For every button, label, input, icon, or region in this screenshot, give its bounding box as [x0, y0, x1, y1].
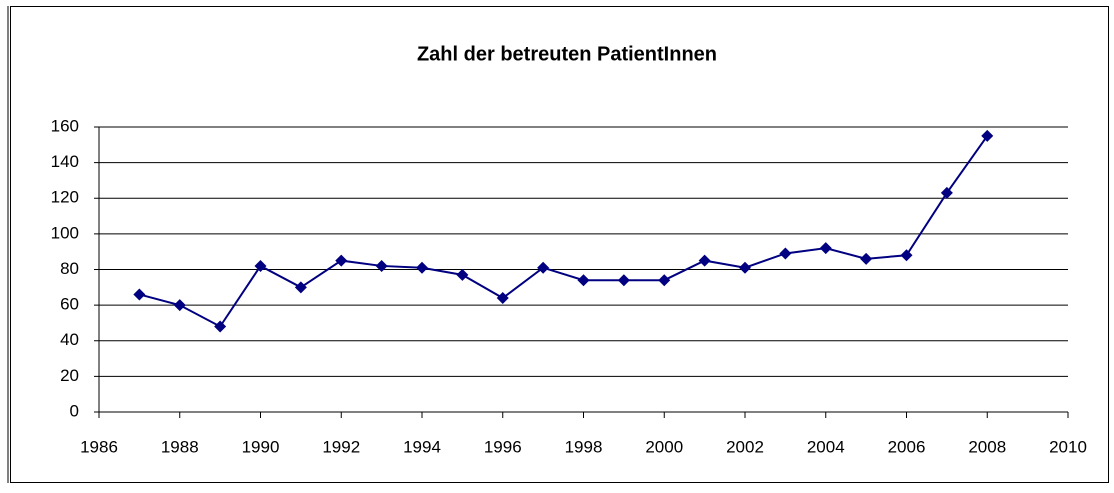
- x-tick-label: 1994: [403, 437, 441, 456]
- y-tick-label: 160: [51, 116, 79, 135]
- x-tick-label: 1992: [322, 437, 360, 456]
- data-point: [981, 129, 994, 142]
- y-tick-label: 120: [51, 188, 79, 207]
- x-tick-label: 2002: [726, 437, 764, 456]
- x-tick-label: 2006: [888, 437, 926, 456]
- y-tick-label: 20: [60, 366, 79, 385]
- data-point: [698, 254, 711, 267]
- data-point: [577, 274, 590, 287]
- x-tick-label: 1990: [242, 437, 280, 456]
- data-point: [779, 247, 792, 260]
- x-tick-label: 2008: [968, 437, 1006, 456]
- y-tick-label: 40: [60, 330, 79, 349]
- data-point: [819, 242, 832, 255]
- data-line: [139, 135, 989, 328]
- x-tick-label: 2004: [807, 437, 845, 456]
- data-point: [860, 252, 873, 265]
- data-point: [537, 261, 550, 274]
- data-point: [900, 249, 913, 262]
- chart-frame: [10, 6, 1109, 483]
- data-point: [173, 299, 186, 312]
- data-point: [335, 254, 348, 267]
- data-point: [416, 261, 428, 274]
- y-tick-label: 100: [51, 223, 79, 242]
- y-tick-label: 140: [51, 152, 79, 171]
- x-tick-label: 1988: [161, 437, 199, 456]
- data-point: [375, 259, 388, 272]
- data-point: [496, 292, 509, 304]
- x-tick-label: 1998: [565, 437, 603, 456]
- data-point: [294, 281, 307, 294]
- data-point: [739, 261, 751, 274]
- x-tick-label: 1986: [80, 437, 118, 456]
- chart-title: Zahl der betreuten PatientInnen: [417, 43, 717, 65]
- x-tick-label: 2010: [1049, 437, 1087, 456]
- data-point: [456, 268, 469, 281]
- x-tick-label: 1996: [484, 437, 522, 456]
- y-tick-label: 80: [60, 259, 79, 278]
- data-point: [214, 320, 227, 333]
- data-point: [133, 288, 146, 301]
- data-point: [658, 274, 671, 287]
- y-tick-label: 0: [70, 401, 79, 420]
- data-point: [617, 274, 630, 287]
- data-point: [940, 186, 953, 199]
- y-tick-label: 60: [60, 295, 79, 314]
- x-tick-label: 2000: [645, 437, 683, 456]
- data-point: [254, 259, 267, 272]
